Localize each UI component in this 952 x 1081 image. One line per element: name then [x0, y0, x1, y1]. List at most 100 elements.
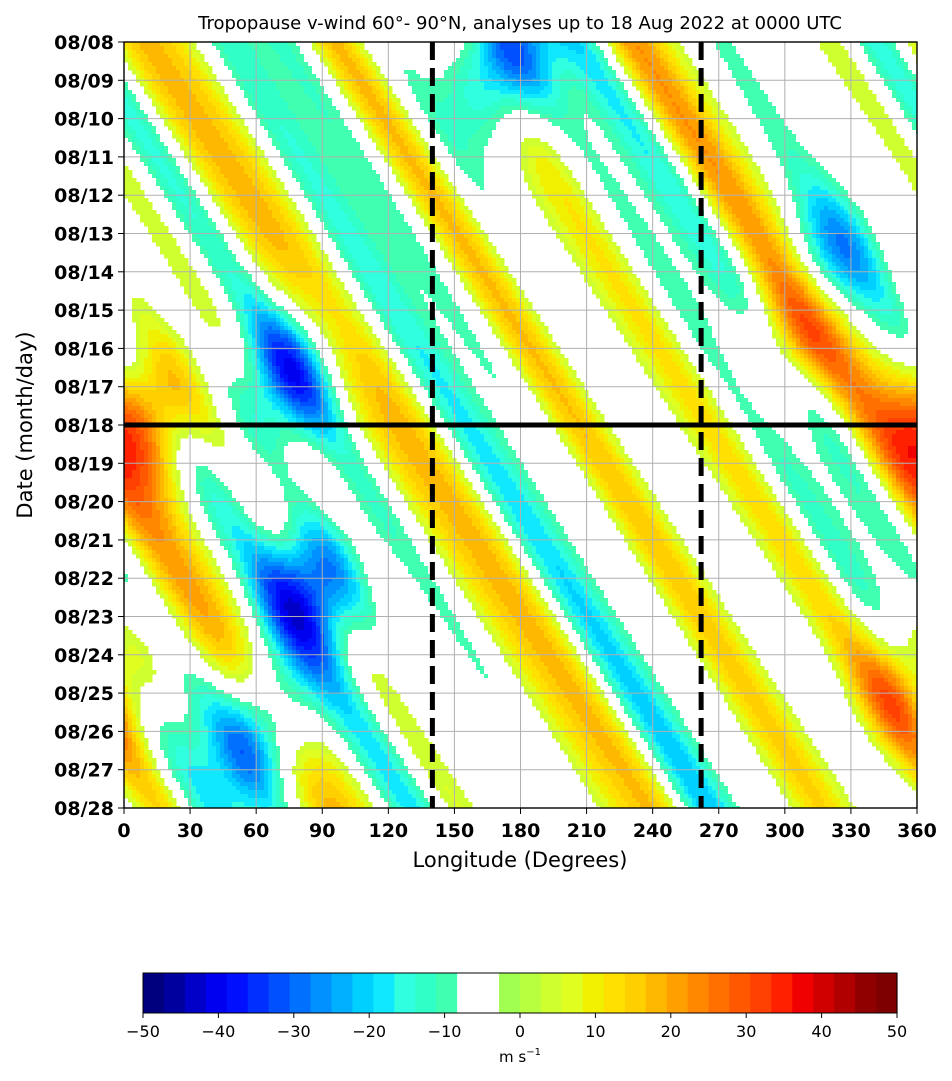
field-cell — [144, 198, 149, 203]
field-cell — [176, 338, 181, 343]
field-cell — [164, 650, 169, 655]
field-cell — [232, 362, 237, 367]
field-cell — [168, 254, 173, 259]
field-cell — [160, 526, 165, 531]
field-cell — [240, 670, 245, 675]
field-cell — [172, 490, 177, 495]
field-cell — [132, 650, 137, 655]
field-cell — [168, 194, 173, 199]
field-cell — [140, 250, 145, 255]
field-cell — [240, 294, 245, 299]
field-cell — [132, 134, 137, 139]
field-cell — [204, 298, 209, 303]
field-cell — [240, 698, 245, 703]
field-cell — [200, 590, 205, 595]
field-cell — [224, 410, 229, 415]
field-cell — [128, 630, 133, 635]
field-cell — [240, 190, 245, 195]
field-cell — [248, 102, 253, 107]
field-cell — [140, 602, 145, 607]
field-cell — [168, 598, 173, 603]
field-cell — [212, 198, 217, 203]
field-cell — [152, 318, 157, 323]
field-cell — [132, 606, 137, 611]
field-cell — [152, 458, 157, 463]
field-cell — [208, 606, 213, 611]
field-cell — [244, 546, 249, 551]
field-cell — [164, 742, 169, 747]
field-cell — [148, 58, 153, 63]
field-cell — [144, 222, 149, 227]
field-cell — [180, 358, 185, 363]
field-cell — [212, 522, 217, 527]
field-cell — [144, 398, 149, 403]
field-cell — [132, 242, 137, 247]
field-cell — [136, 474, 141, 479]
field-cell — [128, 686, 133, 691]
field-cell — [228, 542, 233, 547]
field-cell — [232, 554, 237, 559]
field-cell — [132, 86, 137, 91]
field-cell — [172, 510, 177, 515]
field-cell — [212, 282, 217, 287]
field-cell — [184, 542, 189, 547]
field-cell — [152, 558, 157, 563]
field-cell — [128, 250, 133, 255]
field-cell — [160, 734, 165, 739]
field-cell — [232, 518, 237, 523]
field-cell — [196, 634, 201, 639]
field-cell — [224, 258, 229, 263]
field-cell — [244, 794, 249, 799]
field-cell — [152, 454, 157, 459]
field-cell — [128, 566, 133, 571]
field-cell — [244, 558, 249, 563]
field-cell — [184, 530, 189, 535]
field-cell — [160, 634, 165, 639]
field-cell — [176, 742, 181, 747]
field-cell — [196, 390, 201, 395]
field-cell — [220, 802, 225, 807]
field-cell — [176, 222, 181, 227]
field-cell — [236, 618, 241, 623]
field-cell — [244, 70, 249, 75]
field-cell — [140, 734, 145, 739]
field-cell — [128, 450, 133, 455]
field-cell — [192, 362, 197, 367]
field-cell — [228, 750, 233, 755]
field-cell — [208, 262, 213, 267]
field-cell — [192, 794, 197, 799]
field-cell — [160, 82, 165, 87]
field-cell — [208, 646, 213, 651]
field-cell — [196, 186, 201, 191]
field-cell — [128, 786, 133, 791]
field-cell — [216, 218, 221, 223]
field-cell — [156, 170, 161, 175]
field-cell — [132, 770, 137, 775]
field-cell — [164, 462, 169, 467]
field-cell — [228, 762, 233, 767]
field-cell — [244, 274, 249, 279]
field-cell — [244, 530, 249, 535]
field-cell — [232, 146, 237, 151]
field-cell — [236, 94, 241, 99]
field-cell — [232, 406, 237, 411]
field-cell — [236, 418, 241, 423]
field-cell — [184, 502, 189, 507]
field-cell — [180, 162, 185, 167]
field-cell — [196, 618, 201, 623]
field-cell — [180, 710, 185, 715]
field-cell — [236, 622, 241, 627]
field-cell — [240, 318, 245, 323]
field-cell — [168, 46, 173, 51]
field-cell — [208, 206, 213, 211]
field-cell — [208, 674, 213, 679]
field-cell — [172, 82, 177, 87]
field-cell — [160, 102, 165, 107]
field-cell — [224, 518, 229, 523]
field-cell — [220, 710, 225, 715]
field-cell — [140, 430, 145, 435]
field-cell — [192, 406, 197, 411]
field-cell — [136, 162, 141, 167]
field-cell — [236, 734, 241, 739]
field-cell — [208, 214, 213, 219]
